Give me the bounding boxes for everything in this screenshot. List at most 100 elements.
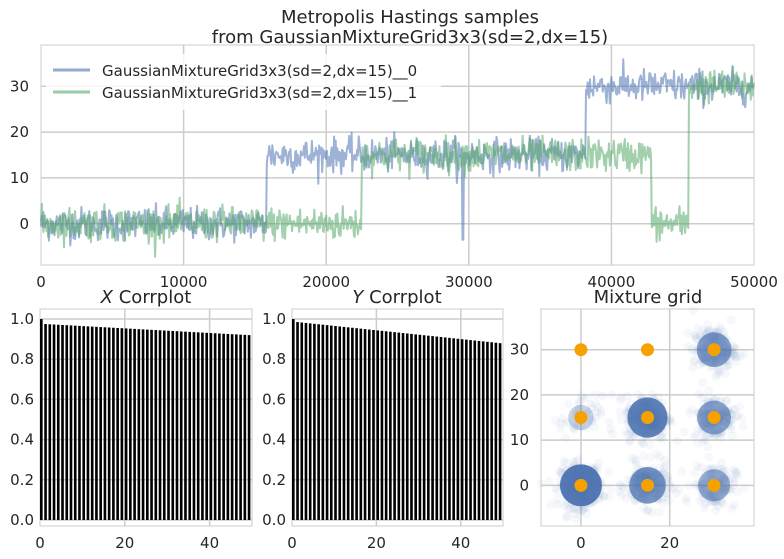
sample-point (667, 482, 677, 492)
sample-point (593, 402, 603, 412)
trace-line-series-1 (40, 66, 755, 258)
sample-point (718, 499, 728, 509)
x-corrplot-bar-lag-38 (201, 332, 204, 520)
y-corrplot-bar-lag-28 (410, 333, 413, 520)
sample-point (578, 506, 587, 516)
sample-point (688, 306, 698, 316)
sample-point (735, 402, 744, 411)
sample-point (642, 506, 652, 516)
sample-point (607, 390, 616, 400)
figure-title-line1: Metropolis Hastings samples (281, 7, 539, 28)
trace-plot: 0 10000 20000 30000 40000 50000 0 10 20 30 Gaussi… (10, 44, 778, 291)
sample-point (731, 352, 741, 362)
y-corrplot-bar-lag-10 (334, 326, 337, 520)
x-corrplot-ytick-0.6: 0.6 (10, 390, 34, 408)
sample-point (616, 481, 626, 491)
sample-point (616, 393, 626, 403)
x-corrplot-bar-lag-23 (137, 329, 141, 520)
sample-point (733, 410, 743, 420)
sample-point (606, 424, 616, 434)
mixture-ytick-0: 0 (519, 476, 529, 494)
sample-point (722, 396, 732, 406)
y-corrplot-ytick-0.6: 0.6 (262, 390, 286, 408)
y-corrplot-bar-lag-32 (427, 335, 430, 520)
sample-point (729, 341, 739, 351)
x-corrplot-bar-lag-25 (146, 329, 149, 520)
sample-point (731, 352, 741, 362)
y-corrplot-ytick-0.8: 0.8 (262, 350, 286, 368)
y-corrplot-bar-lag-2 (300, 322, 304, 520)
x-corrplot-ticks: 0.0 0.2 0.4 0.6 0.8 1.0 0 20 40 (10, 310, 219, 552)
mixture-center-2 (707, 478, 721, 492)
y-corrplot-bar-lag-30 (418, 334, 422, 520)
mixture-center-8 (707, 343, 721, 357)
sample-point (625, 435, 635, 445)
sample-point (703, 320, 713, 330)
y-corrplot-bar-lag-22 (384, 331, 388, 520)
sample-point (655, 452, 665, 462)
sample-point (719, 327, 729, 337)
sample-point (558, 463, 568, 473)
sample-point (569, 503, 579, 513)
legend-label-series-0: GaussianMixtureGrid3x3(sd=2,dx=15)__0 (102, 62, 417, 81)
x-corrplot-xtick-0: 0 (35, 534, 45, 552)
sample-point (562, 512, 572, 522)
sample-point (615, 395, 625, 405)
mixture-ytick-30: 30 (510, 341, 529, 359)
x-corrplot-bar-lag-26 (150, 329, 153, 520)
y-corrplot-bar-lag-27 (405, 333, 409, 520)
sample-point (704, 452, 714, 462)
sample-point (658, 498, 668, 508)
x-corrplot-bar-lag-34 (184, 331, 187, 520)
sample-point (617, 490, 627, 500)
sample-point (605, 484, 615, 494)
sample-point (587, 415, 596, 425)
sample-point (575, 506, 585, 516)
sample-point (638, 451, 648, 461)
sample-point (720, 369, 730, 379)
x-corrplot-bar-lag-15 (103, 327, 107, 520)
y-corrplot-bar-lag-46 (486, 341, 489, 520)
x-corrplot-ytick-0.8: 0.8 (10, 350, 34, 368)
sample-point (574, 399, 584, 409)
sample-point (683, 341, 693, 351)
sample-point (562, 418, 572, 428)
y-corrplot-bar-lag-26 (401, 333, 405, 520)
x-corrplot-bar-lag-0 (40, 319, 43, 520)
sample-point (590, 399, 600, 409)
sample-point (681, 493, 691, 503)
y-corrplot-xtick-40: 40 (451, 534, 470, 552)
trace-ytick-30: 30 (10, 77, 29, 95)
y-corrplot-bar-lag-37 (448, 337, 451, 520)
x-corrplot-bar-lag-44 (226, 333, 230, 520)
sample-cluster-3 (551, 390, 616, 443)
y-corrplot-bar-lag-16 (359, 328, 363, 520)
sample-point (729, 480, 739, 490)
sample-point (717, 458, 726, 468)
y-corrplot-bar-lag-49 (498, 343, 502, 520)
sample-point (737, 413, 747, 423)
sample-point (552, 494, 562, 504)
sample-point (699, 432, 709, 442)
sample-point (731, 344, 741, 354)
sample-point (712, 369, 722, 379)
sample-point (630, 454, 640, 464)
sample-point (556, 467, 566, 477)
sample-point (591, 407, 601, 417)
y-corrplot-bar-lag-1 (296, 322, 299, 520)
sample-point (700, 499, 710, 509)
y-corrplot-bar-lag-29 (414, 334, 417, 520)
x-corrplot-bar-lag-49 (247, 335, 251, 520)
sample-point (732, 487, 742, 497)
y-corrplot-bar-lag-43 (473, 340, 477, 520)
sample-point (581, 509, 591, 519)
y-corrplot-title-rest: Corrplot (363, 287, 441, 308)
x-corrplot-bar-lag-16 (107, 327, 111, 520)
x-corrplot-bar-lag-41 (213, 333, 217, 520)
y-corrplot-bar-lag-14 (351, 327, 354, 520)
x-corrplot-ytick-0.2: 0.2 (10, 471, 34, 489)
sample-point (625, 428, 635, 438)
sample-point (690, 331, 700, 341)
x-corrplot-xtick-40: 40 (200, 534, 219, 552)
sample-point (590, 422, 599, 432)
